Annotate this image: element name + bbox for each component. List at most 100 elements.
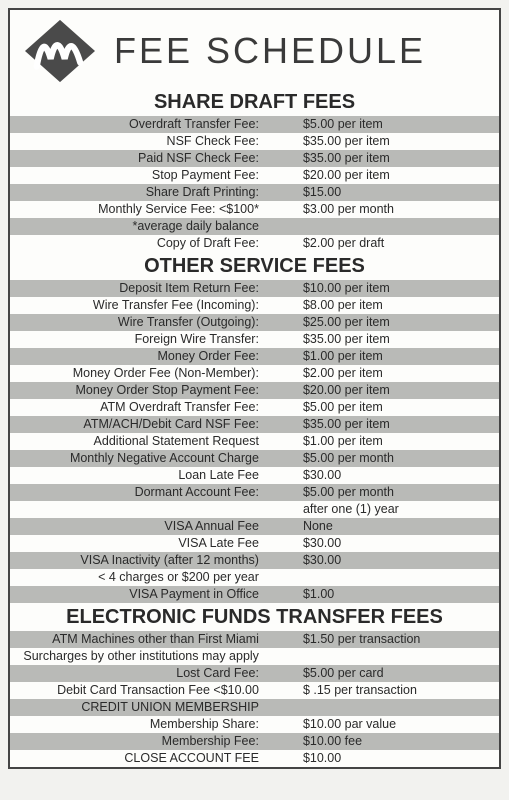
fee-value: $2.00 per draft [279,235,499,252]
fee-label: *average daily balance [10,218,279,235]
fee-label: Debit Card Transaction Fee <$10.00 [10,682,279,699]
fee-row: Foreign Wire Transfer:$35.00 per item [10,331,499,348]
fee-label: Monthly Service Fee: <$100* [10,201,279,218]
fee-value: $1.00 [279,586,499,603]
fee-row: Money Order Stop Payment Fee:$20.00 per … [10,382,499,399]
logo-icon [20,16,100,86]
section-heading: SHARE DRAFT FEES [10,88,499,116]
fee-row: Share Draft Printing:$15.00 [10,184,499,201]
fee-label: VISA Annual Fee [10,518,279,535]
fee-label: Stop Payment Fee: [10,167,279,184]
fee-value: $2.00 per item [279,365,499,382]
fee-row: Additional Statement Request$1.00 per it… [10,433,499,450]
section-heading: OTHER SERVICE FEES [10,252,499,280]
fee-value: $30.00 [279,535,499,552]
fee-row: VISA Inactivity (after 12 months)$30.00 [10,552,499,569]
section-heading: ELECTRONIC FUNDS TRANSFER FEES [10,603,499,631]
header: FEE SCHEDULE [10,10,499,88]
fee-row: Dormant Account Fee:$5.00 per month [10,484,499,501]
fee-label: Membership Fee: [10,733,279,750]
fee-value: $10.00 par value [279,716,499,733]
section-heading-text: SHARE DRAFT FEES [10,88,499,116]
fee-value: $35.00 per item [279,416,499,433]
fee-value: $20.00 per item [279,382,499,399]
fee-value [279,699,499,716]
fee-value: $15.00 [279,184,499,201]
fee-value [279,218,499,235]
fee-value: $ .15 per transaction [279,682,499,699]
fee-label: Membership Share: [10,716,279,733]
fee-row: Wire Transfer (Outgoing):$25.00 per item [10,314,499,331]
page-title: FEE SCHEDULE [114,30,426,72]
fee-row: CLOSE ACCOUNT FEE$10.00 [10,750,499,767]
fee-label: VISA Inactivity (after 12 months) [10,552,279,569]
fee-value: $25.00 per item [279,314,499,331]
fee-row: NSF Check Fee:$35.00 per item [10,133,499,150]
fee-row: Stop Payment Fee:$20.00 per item [10,167,499,184]
fee-label: Additional Statement Request [10,433,279,450]
fee-row: Paid NSF Check Fee:$35.00 per item [10,150,499,167]
fee-value: $35.00 per item [279,150,499,167]
fee-value: $35.00 per item [279,133,499,150]
fee-label: VISA Late Fee [10,535,279,552]
fee-value: $10.00 [279,750,499,767]
fee-label: Loan Late Fee [10,467,279,484]
fee-row: Money Order Fee (Non-Member):$2.00 per i… [10,365,499,382]
fee-row: Monthly Service Fee: <$100*$3.00 per mon… [10,201,499,218]
fee-row: Deposit Item Return Fee:$10.00 per item [10,280,499,297]
fee-value: $1.00 per item [279,348,499,365]
fee-row: < 4 charges or $200 per year [10,569,499,586]
fee-value: $30.00 [279,552,499,569]
fee-value: $1.50 per transaction [279,631,499,648]
fee-label: < 4 charges or $200 per year [10,569,279,586]
fee-row: ATM Machines other than First Miami$1.50… [10,631,499,648]
fee-table-body: SHARE DRAFT FEESOverdraft Transfer Fee:$… [10,88,499,767]
fee-value: $5.00 per item [279,116,499,133]
fee-label: CLOSE ACCOUNT FEE [10,750,279,767]
fee-label: Paid NSF Check Fee: [10,150,279,167]
fee-value: $5.00 per item [279,399,499,416]
fee-row: CREDIT UNION MEMBERSHIP [10,699,499,716]
fee-label: ATM/ACH/Debit Card NSF Fee: [10,416,279,433]
fee-label: Deposit Item Return Fee: [10,280,279,297]
fee-row: Debit Card Transaction Fee <$10.00$ .15 … [10,682,499,699]
fee-table: SHARE DRAFT FEESOverdraft Transfer Fee:$… [10,88,499,767]
fee-label: Lost Card Fee: [10,665,279,682]
fee-label: ATM Machines other than First Miami [10,631,279,648]
fee-label: Dormant Account Fee: [10,484,279,501]
fee-value: $1.00 per item [279,433,499,450]
fee-value: $3.00 per month [279,201,499,218]
fee-label: Wire Transfer (Outgoing): [10,314,279,331]
fee-label: Overdraft Transfer Fee: [10,116,279,133]
fee-value: $10.00 fee [279,733,499,750]
fee-label: Wire Transfer Fee (Incoming): [10,297,279,314]
fee-value: None [279,518,499,535]
fee-value [279,648,499,665]
fee-value: $35.00 per item [279,331,499,348]
fee-row: ATM Overdraft Transfer Fee:$5.00 per ite… [10,399,499,416]
fee-value: $5.00 per month [279,484,499,501]
fee-row: Money Order Fee:$1.00 per item [10,348,499,365]
fee-value: after one (1) year [279,501,499,518]
fee-row: after one (1) year [10,501,499,518]
fee-row: Membership Fee:$10.00 fee [10,733,499,750]
fee-row: VISA Late Fee$30.00 [10,535,499,552]
fee-label: Monthly Negative Account Charge [10,450,279,467]
fee-row: VISA Annual FeeNone [10,518,499,535]
fee-value: $8.00 per item [279,297,499,314]
fee-value: $10.00 per item [279,280,499,297]
fee-value: $5.00 per card [279,665,499,682]
fee-row: ATM/ACH/Debit Card NSF Fee:$35.00 per it… [10,416,499,433]
fee-row: *average daily balance [10,218,499,235]
fee-row: VISA Payment in Office$1.00 [10,586,499,603]
fee-row: Loan Late Fee$30.00 [10,467,499,484]
fee-label: Copy of Draft Fee: [10,235,279,252]
fee-label: Money Order Stop Payment Fee: [10,382,279,399]
fee-row: Overdraft Transfer Fee:$5.00 per item [10,116,499,133]
section-heading-text: ELECTRONIC FUNDS TRANSFER FEES [10,603,499,631]
fee-row: Copy of Draft Fee:$2.00 per draft [10,235,499,252]
fee-label: NSF Check Fee: [10,133,279,150]
fee-label: VISA Payment in Office [10,586,279,603]
fee-label [10,501,279,518]
fee-value: $5.00 per month [279,450,499,467]
